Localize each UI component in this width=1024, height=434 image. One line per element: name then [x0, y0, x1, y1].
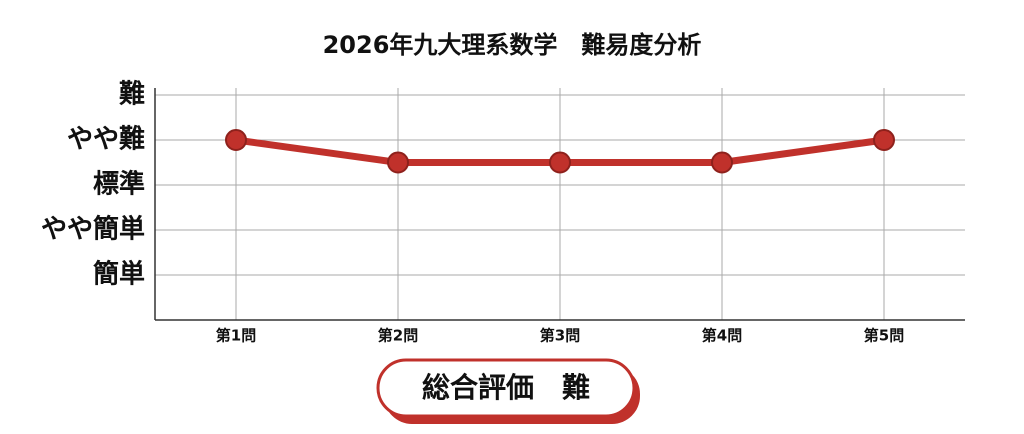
overall-rating: 総合評価 難	[422, 371, 590, 404]
x-tick-label: 第2問	[378, 327, 418, 345]
marker	[225, 129, 247, 151]
badge	[376, 358, 636, 418]
y-tick-label: 簡単	[93, 259, 145, 290]
y-tick-label: 難	[119, 80, 145, 110]
chart-title: 2026年九大理系数学 難易度分析	[323, 31, 702, 59]
x-tick-label: 第4問	[702, 327, 742, 345]
plot-area: 第1問 第2問 第3問 第4問 第5問 簡単 やや簡単 標準 やや難 難	[41, 80, 965, 345]
x-tick-label: 第3問	[540, 327, 580, 345]
x-tick-label: 第5問	[864, 327, 904, 345]
marker	[873, 129, 895, 151]
y-tick-label: やや難	[67, 125, 145, 155]
marker	[549, 151, 571, 174]
marker	[387, 151, 409, 174]
y-tick-label: 標準	[93, 169, 145, 200]
x-tick-label: 第1問	[216, 327, 256, 345]
y-tick-label: やや簡単	[41, 214, 145, 245]
marker	[711, 151, 733, 174]
